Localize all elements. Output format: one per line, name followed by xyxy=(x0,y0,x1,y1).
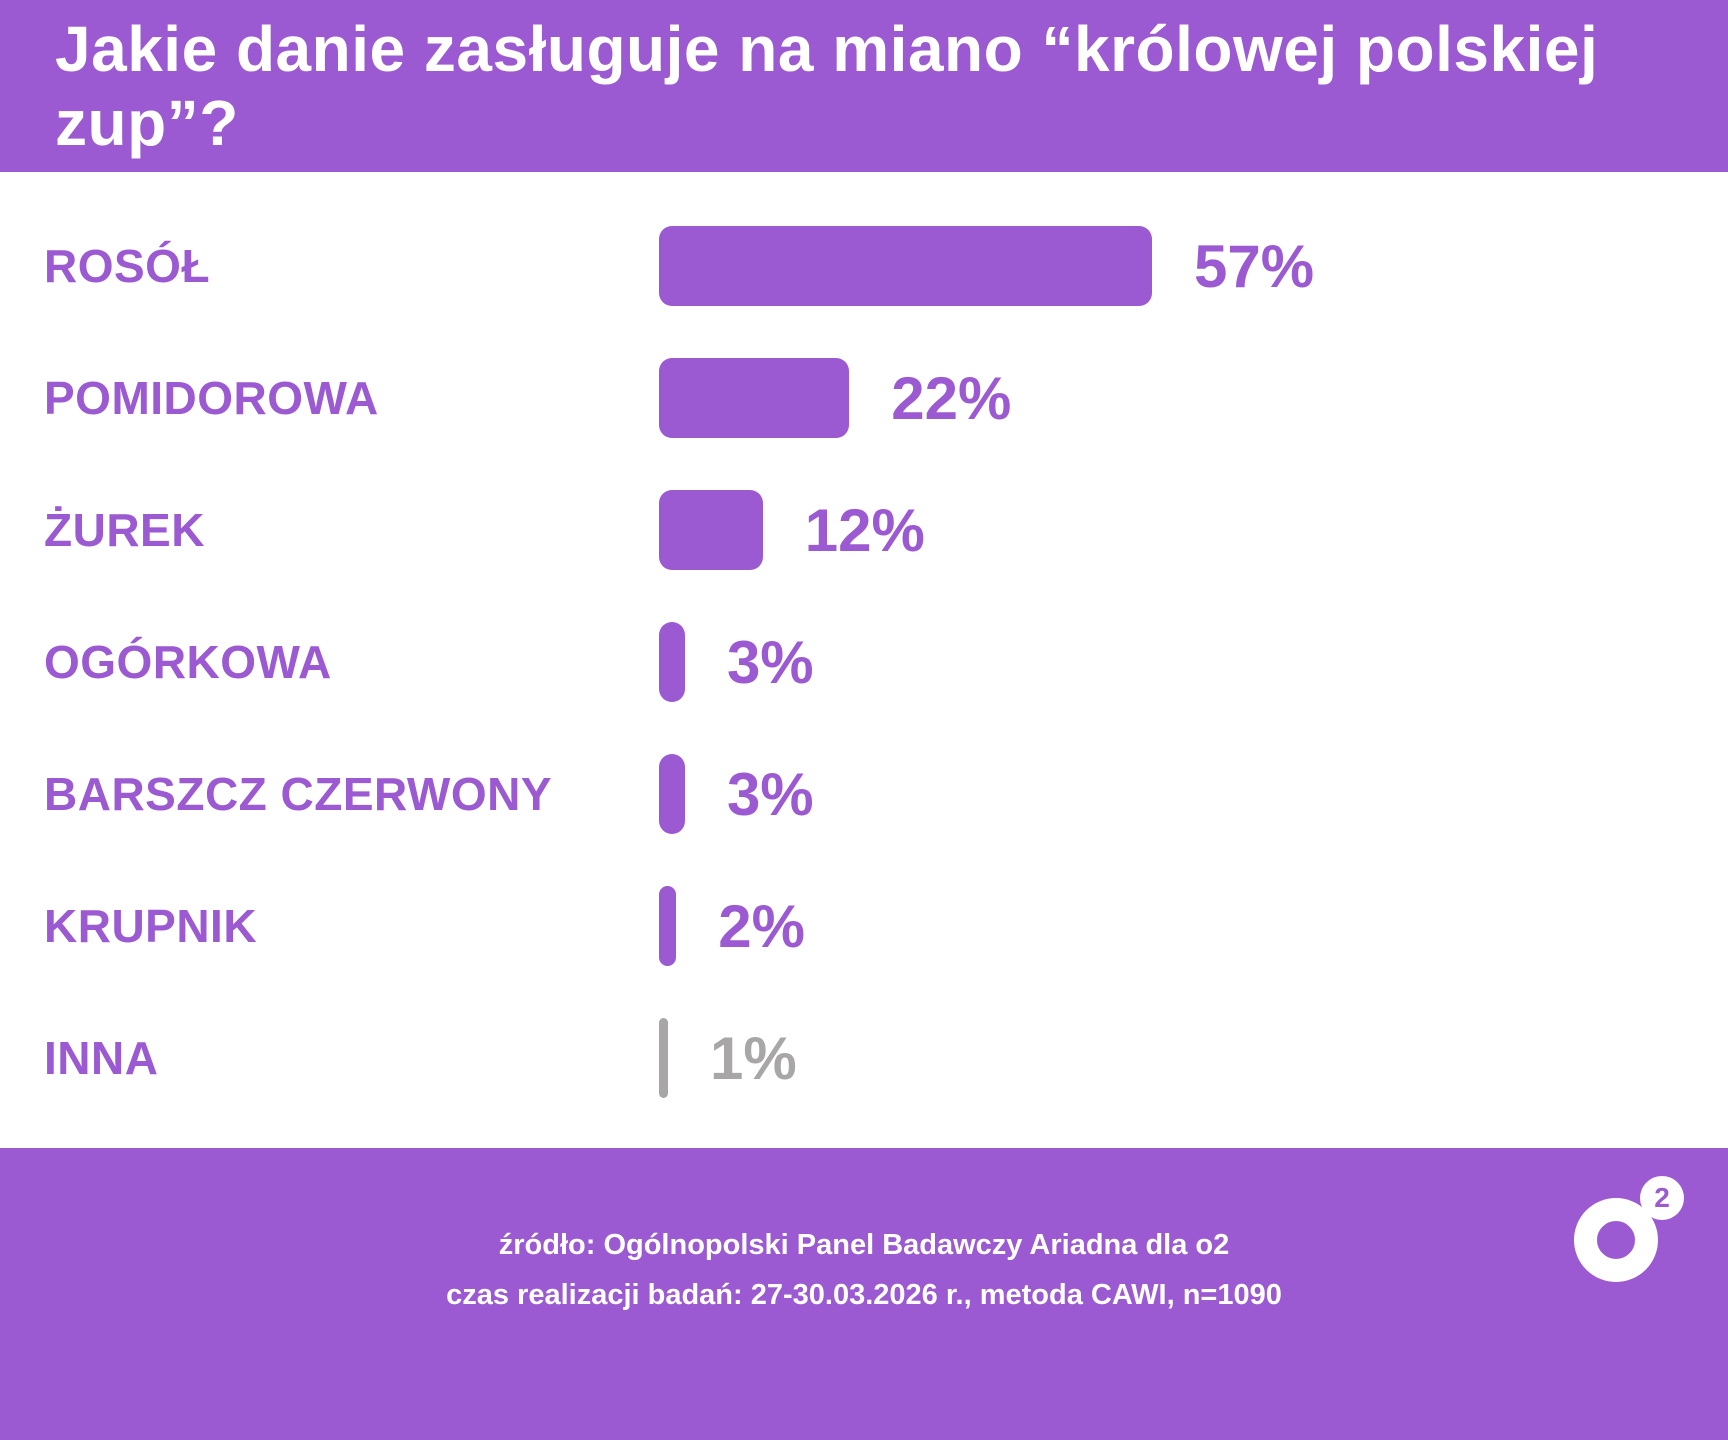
bar xyxy=(659,886,677,966)
category-label: BARSZCZ CZERWONY xyxy=(44,768,553,820)
survey-details-line: czas realizacji badań: 27-30.03.2026 r.,… xyxy=(446,1279,1282,1311)
chart-row: ŻUREK 12% xyxy=(0,470,1728,590)
value-label: 22% xyxy=(891,364,1012,432)
source-line: źródło: Ogólnopolski Panel Badawczy Aria… xyxy=(498,1229,1230,1261)
category-label: POMIDOROWA xyxy=(44,372,379,424)
value-label: 2% xyxy=(718,892,806,960)
chart-row: INNA 1% xyxy=(0,998,1728,1118)
footer: źródło: Ogólnopolski Panel Badawczy Aria… xyxy=(0,1148,1728,1440)
category-label: ŻUREK xyxy=(44,504,205,556)
chart-row: BARSZCZ CZERWONY 3% xyxy=(0,734,1728,854)
value-label: 3% xyxy=(726,760,814,828)
category-label: KRUPNIK xyxy=(44,900,258,952)
chart-row: KRUPNIK 2% xyxy=(0,866,1728,986)
o2-logo-ring-icon xyxy=(1574,1198,1658,1282)
bar-chart: ROSÓŁ 57% POMIDOROWA 22% ŻUREK 12% OGÓRK… xyxy=(0,172,1728,1148)
value-label: 12% xyxy=(804,496,925,564)
chart-row: ROSÓŁ 57% xyxy=(0,206,1728,326)
category-label: ROSÓŁ xyxy=(44,240,211,292)
bar xyxy=(659,754,685,834)
category-label: INNA xyxy=(44,1032,159,1084)
o2-logo-superscript: 2 xyxy=(1640,1176,1684,1220)
bar xyxy=(659,622,685,702)
o2-logo: 2 xyxy=(1574,1176,1684,1286)
value-label: 3% xyxy=(726,628,814,696)
bar xyxy=(659,490,763,570)
bar xyxy=(659,1018,668,1098)
value-label: 57% xyxy=(1194,232,1315,300)
header: Jakie danie zasługuje na miano “królowej… xyxy=(0,0,1728,172)
chart-row: OGÓRKOWA 3% xyxy=(0,602,1728,722)
category-label: OGÓRKOWA xyxy=(44,636,332,688)
bar xyxy=(659,226,1153,306)
bar xyxy=(659,358,850,438)
page-title: Jakie danie zasługuje na miano “królowej… xyxy=(55,13,1599,159)
value-label: 1% xyxy=(710,1024,797,1092)
chart-row: POMIDOROWA 22% xyxy=(0,338,1728,458)
